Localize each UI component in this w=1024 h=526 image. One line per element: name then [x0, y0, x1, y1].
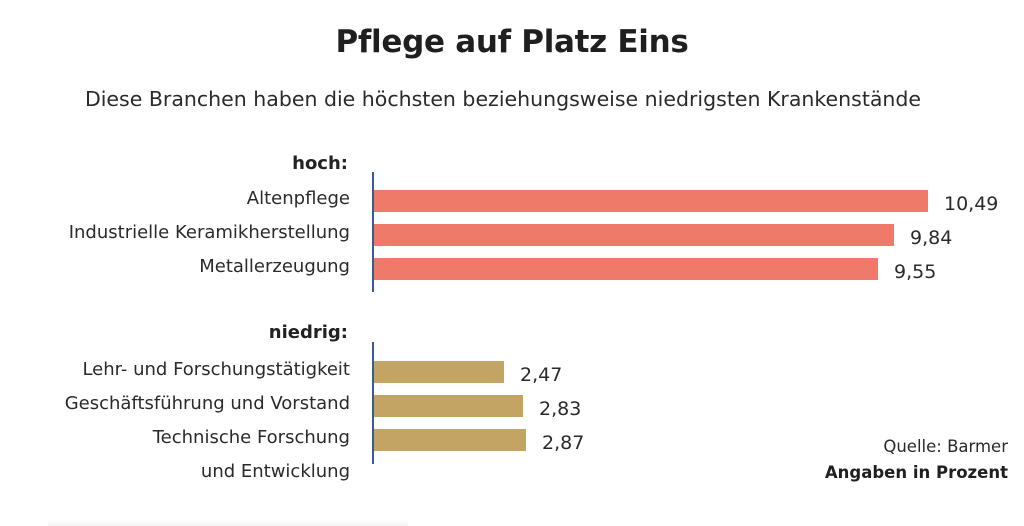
- axis-line-high: [372, 172, 374, 292]
- bar: [374, 361, 504, 383]
- category-label: Geschäftsführung und Vorstand: [64, 393, 350, 414]
- category-label: und Entwicklung: [200, 461, 350, 482]
- chart-title: Pflege auf Platz Eins: [335, 24, 689, 60]
- axis-line-low: [372, 342, 374, 464]
- bar: [374, 224, 894, 246]
- group-label-high: hoch:: [292, 153, 348, 174]
- chart-subtitle: Diese Branchen haben die höchsten bezieh…: [84, 87, 922, 111]
- source-note: Quelle: Barmer: [883, 437, 1008, 456]
- unit-note: Angaben in Prozent: [824, 463, 1008, 482]
- category-label: Metallerzeugung: [199, 256, 350, 277]
- category-label: Altenpflege: [246, 188, 350, 209]
- bar: [374, 395, 523, 417]
- category-label: Industrielle Keramikherstellung: [68, 222, 350, 243]
- value-label: 9,55: [894, 261, 937, 283]
- value-label: 10,49: [944, 193, 999, 215]
- value-label: 2,87: [542, 432, 585, 454]
- bar: [374, 258, 878, 280]
- bottom-shade: [48, 520, 408, 526]
- bar: [374, 190, 928, 212]
- category-label: Technische Forschung: [152, 427, 350, 448]
- value-label: 2,83: [539, 398, 582, 420]
- value-label: 2,47: [520, 364, 563, 386]
- category-label: Lehr- und Forschungstätigkeit: [82, 359, 350, 380]
- group-label-low: niedrig:: [268, 322, 348, 343]
- value-label: 9,84: [910, 227, 953, 249]
- bar: [374, 429, 526, 451]
